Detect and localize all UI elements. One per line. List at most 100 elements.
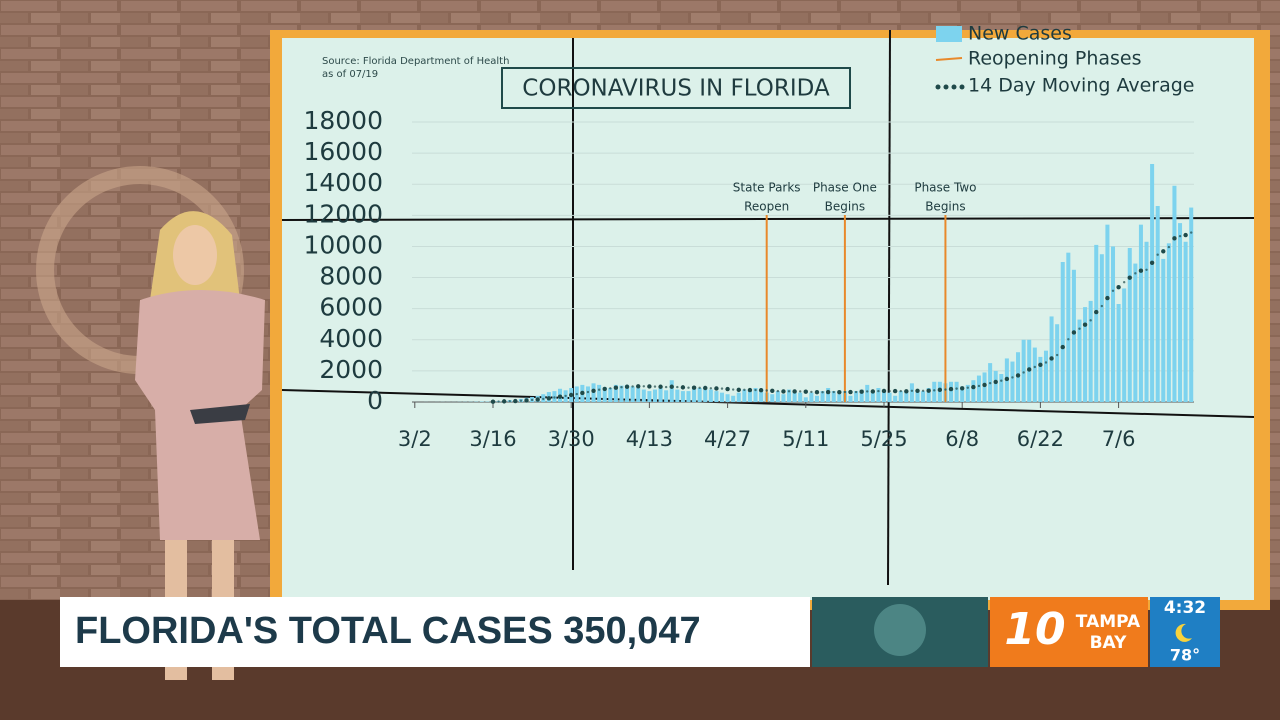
average-dot bbox=[1116, 285, 1121, 290]
average-dot bbox=[1156, 253, 1159, 256]
bar bbox=[1060, 262, 1065, 402]
average-dot bbox=[1190, 231, 1193, 234]
average-dot bbox=[993, 379, 998, 385]
average-dot bbox=[1071, 330, 1077, 335]
bar bbox=[1077, 319, 1082, 402]
average-dot bbox=[1149, 260, 1155, 265]
average-dot bbox=[787, 390, 791, 393]
bar bbox=[719, 392, 725, 402]
average-dot bbox=[758, 387, 764, 393]
average-dot bbox=[821, 391, 824, 394]
average-dot bbox=[720, 387, 724, 390]
average-dot bbox=[557, 394, 563, 399]
legend-label: New Cases bbox=[968, 23, 1072, 45]
average-dot bbox=[870, 389, 876, 394]
bar bbox=[1150, 164, 1155, 402]
bar bbox=[1116, 304, 1121, 402]
average-dot bbox=[899, 389, 902, 393]
bar bbox=[675, 389, 680, 402]
y-tick-label: 4000 bbox=[319, 324, 383, 353]
bar bbox=[1138, 224, 1143, 402]
bar bbox=[1178, 223, 1183, 402]
x-tick-label: 3/30 bbox=[548, 427, 595, 451]
average-dot bbox=[854, 390, 858, 394]
average-dot bbox=[825, 389, 831, 395]
bar bbox=[602, 387, 607, 402]
bar bbox=[1088, 300, 1093, 402]
average-dot bbox=[602, 386, 607, 392]
average-dot bbox=[553, 396, 556, 399]
virus-image bbox=[874, 604, 926, 656]
bar bbox=[798, 392, 803, 402]
average-dot bbox=[513, 398, 518, 404]
x-tick-label: 3/2 bbox=[398, 427, 432, 451]
bar bbox=[669, 380, 674, 402]
average-dot bbox=[776, 389, 780, 393]
average-dot bbox=[944, 388, 947, 391]
bar bbox=[1144, 241, 1149, 402]
bar bbox=[747, 391, 752, 402]
x-tick-label: 3/16 bbox=[469, 427, 516, 451]
bar bbox=[613, 384, 618, 402]
logo: 10 bbox=[1004, 604, 1065, 655]
bar bbox=[960, 386, 965, 402]
average-dot bbox=[959, 386, 965, 391]
average-dot bbox=[703, 385, 708, 391]
x-tick-label: 7/6 bbox=[1102, 427, 1136, 451]
moon-icon bbox=[1175, 623, 1192, 642]
average-dot bbox=[609, 387, 612, 390]
bar bbox=[971, 380, 976, 402]
average-dot bbox=[1082, 322, 1088, 327]
bar bbox=[826, 388, 831, 402]
seam bbox=[281, 389, 1255, 418]
bar bbox=[725, 394, 730, 402]
bar bbox=[837, 394, 842, 402]
bar bbox=[753, 388, 758, 402]
legend-label: 14 Day Moving Average bbox=[968, 75, 1194, 97]
average-dot bbox=[1049, 356, 1054, 361]
bar bbox=[898, 391, 903, 402]
average-dot bbox=[636, 384, 641, 389]
bar bbox=[775, 391, 780, 402]
bar bbox=[809, 392, 814, 402]
average-dot bbox=[977, 384, 981, 388]
average-dot bbox=[988, 381, 992, 385]
bar bbox=[870, 391, 875, 402]
average-dot bbox=[814, 390, 820, 395]
bar bbox=[680, 391, 685, 402]
bar bbox=[1122, 288, 1127, 402]
average-dot bbox=[921, 389, 925, 392]
average-dot bbox=[642, 385, 646, 388]
bar bbox=[1172, 185, 1177, 402]
y-tick-label: 10000 bbox=[303, 230, 383, 259]
bar bbox=[647, 391, 652, 402]
average-dot bbox=[497, 400, 500, 403]
average-dot bbox=[982, 382, 987, 388]
legend-swatch bbox=[936, 26, 962, 42]
average-dot bbox=[1094, 309, 1099, 315]
average-dot bbox=[1089, 319, 1092, 322]
average-dot bbox=[1027, 367, 1032, 372]
bar bbox=[1133, 263, 1138, 402]
bar bbox=[759, 391, 764, 402]
bar bbox=[854, 391, 859, 402]
x-tick-label: 5/25 bbox=[860, 427, 907, 451]
average-dot bbox=[1078, 327, 1081, 330]
legend-swatch bbox=[943, 84, 949, 90]
bar bbox=[652, 389, 657, 402]
bar bbox=[692, 386, 697, 402]
bar bbox=[993, 370, 998, 402]
bar bbox=[904, 391, 909, 402]
average-dot bbox=[1183, 232, 1188, 238]
weather-box bbox=[1150, 597, 1220, 667]
average-dot bbox=[966, 386, 969, 389]
average-dot bbox=[687, 386, 690, 389]
legend-label: Reopening Phases bbox=[968, 48, 1142, 70]
bar bbox=[976, 375, 981, 402]
legend-swatch bbox=[935, 84, 941, 90]
average-dot bbox=[1172, 236, 1177, 241]
average-dot bbox=[580, 390, 585, 396]
